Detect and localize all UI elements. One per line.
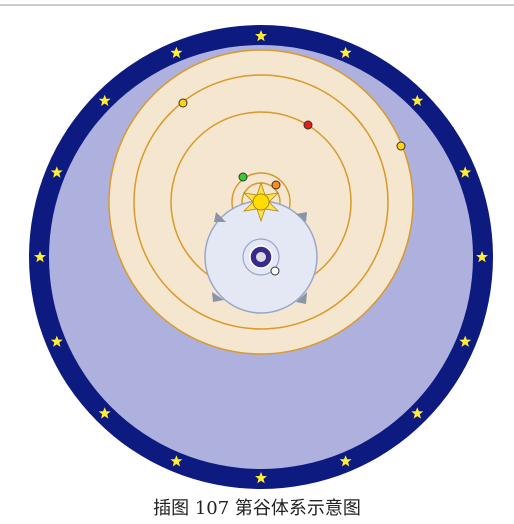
jupiter xyxy=(178,98,188,108)
caption: 插图 107 第谷体系示意图 xyxy=(153,498,361,519)
orbit xyxy=(133,74,389,330)
mars xyxy=(303,120,313,130)
sun xyxy=(242,181,280,223)
moon xyxy=(270,266,280,276)
venus xyxy=(271,180,281,190)
earth-land xyxy=(256,252,266,262)
mercury xyxy=(238,172,248,182)
arrows xyxy=(212,212,307,304)
saturn xyxy=(396,141,406,151)
moon-orbit xyxy=(242,238,280,276)
